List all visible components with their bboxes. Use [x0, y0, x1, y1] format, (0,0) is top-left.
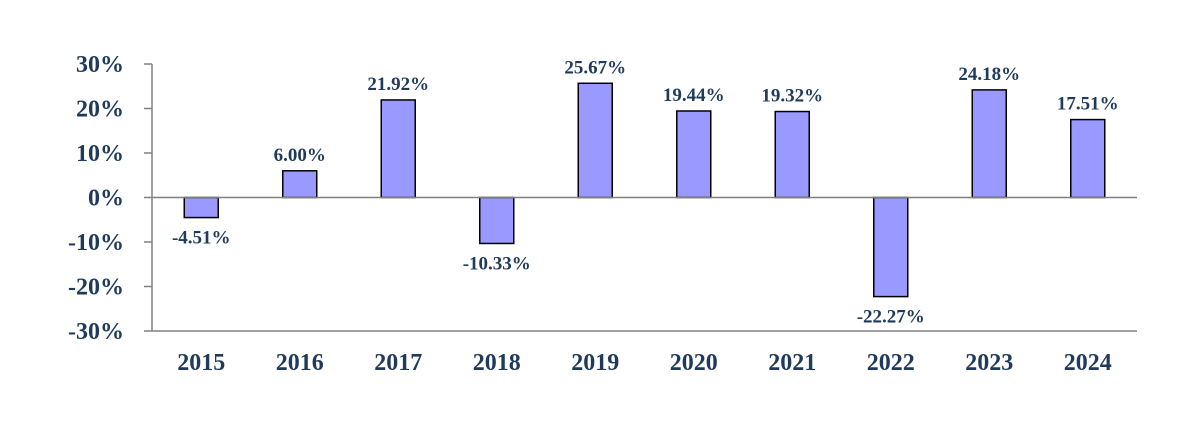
data-labels: -4.51% 6.00% 21.92% -10.33% 25.67% 19.44% 19.3… [172, 57, 1119, 327]
data-label-2024: 17.51% [1057, 94, 1119, 115]
data-label-2022: -22.27% [857, 307, 925, 328]
bar-2019 [577, 82, 613, 199]
y-tick-label: 0% [88, 186, 124, 212]
bar-2020 [676, 110, 712, 199]
bar-2016 [282, 170, 318, 199]
x-tick-label-2023: 2023 [965, 350, 1013, 376]
x-tick-label-2017: 2017 [374, 350, 422, 376]
x-tick-label-2019: 2019 [571, 350, 619, 376]
data-label-2021: 19.32% [761, 86, 823, 107]
data-label-2018: -10.33% [463, 253, 531, 274]
data-label-2019: 25.67% [564, 57, 626, 78]
bar-2024 [1070, 118, 1106, 199]
x-tick-label-2016: 2016 [276, 350, 324, 376]
data-label-2023: 24.18% [958, 64, 1020, 85]
bar-2018 [479, 196, 515, 245]
bar-2022 [873, 196, 909, 298]
data-label-2017: 21.92% [367, 74, 429, 95]
x-axis: 2015 2016 2017 2018 2019 2020 2021 2022 2023 2024 [152, 196, 1137, 376]
x-tick-label-2018: 2018 [473, 350, 521, 376]
x-tick-label-2015: 2015 [177, 350, 225, 376]
bar-2023 [971, 89, 1007, 199]
y-tick-label: -20% [68, 275, 124, 301]
y-tick-label: 10% [76, 141, 124, 167]
bar-2017 [380, 99, 416, 199]
bar-2015 [183, 196, 219, 219]
bar-2021 [774, 110, 810, 199]
x-tick-label-2021: 2021 [768, 350, 816, 376]
x-tick-label-2022: 2022 [867, 350, 915, 376]
y-axis: 30% 20% 10% 0% -10% -20% -30% [68, 52, 153, 345]
data-label-2016: 6.00% [274, 145, 326, 166]
bars [183, 82, 1106, 298]
x-tick-label-2020: 2020 [670, 350, 718, 376]
data-label-2015: -4.51% [172, 228, 231, 249]
y-tick-label: -10% [68, 230, 124, 256]
x-tick-label-2024: 2024 [1064, 350, 1112, 376]
y-tick-label: -30% [68, 319, 124, 345]
y-tick-label: 30% [76, 52, 124, 78]
y-tick-label: 20% [76, 97, 124, 123]
data-label-2020: 19.44% [663, 85, 725, 106]
